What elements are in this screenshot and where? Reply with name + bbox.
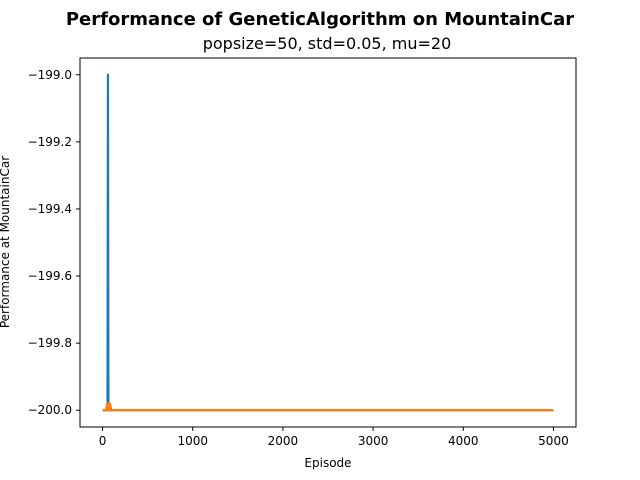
chart-subtitle: popsize=50, std=0.05, mu=20: [203, 34, 452, 53]
y-axis-label: Performance at MountainCar: [0, 156, 12, 328]
x-tick-label: 2000: [268, 434, 299, 448]
series-layer: [102, 73, 554, 412]
y-tick-label: −199.4: [28, 202, 72, 216]
y-tick-label: −199.6: [28, 269, 72, 283]
x-axis-label: Episode: [304, 456, 351, 470]
y-tick-label: −200.0: [28, 403, 72, 417]
x-tick-label: 1000: [177, 434, 208, 448]
series-line-1: [102, 73, 554, 412]
y-tick-label: −199.8: [28, 336, 72, 350]
x-tick-label: 4000: [448, 434, 479, 448]
x-tick-label: 3000: [358, 434, 389, 448]
y-tick-label: −199.0: [28, 68, 72, 82]
y-ticks: −200.0 −199.8 −199.6 −199.4 −199.2 −199.0: [28, 68, 80, 417]
x-ticks: 0 1000 2000 3000 4000 5000: [99, 427, 569, 448]
y-tick-label: −199.2: [28, 135, 72, 149]
chart-title: Performance of GeneticAlgorithm on Mount…: [66, 9, 574, 30]
x-tick-label: 5000: [538, 434, 569, 448]
series-line-2: [102, 402, 554, 412]
plot-frame: [79, 57, 577, 428]
x-tick-label: 0: [99, 434, 107, 448]
